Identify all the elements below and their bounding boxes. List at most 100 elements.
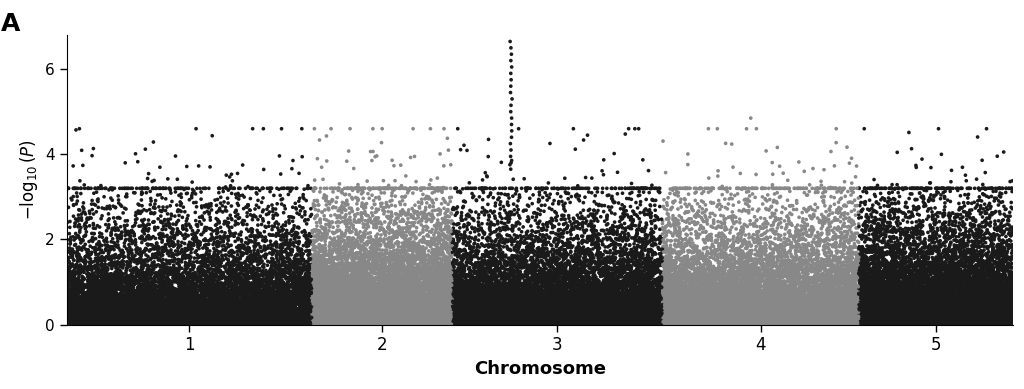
Point (982, 298, 998, 304)
Point (844, 188, 860, 194)
Point (349, 299, 366, 305)
Point (993, 300, 1010, 307)
Point (391, 316, 408, 322)
Point (794, 319, 810, 325)
Point (450, 300, 466, 306)
Point (429, 273, 445, 279)
Point (840, 311, 856, 317)
Point (607, 255, 624, 261)
Point (986, 285, 1002, 291)
Point (116, 223, 132, 229)
Point (543, 301, 559, 307)
Point (410, 316, 426, 322)
Point (979, 302, 995, 308)
Point (188, 308, 205, 314)
Point (821, 281, 838, 287)
Point (812, 312, 828, 318)
Point (310, 305, 327, 312)
Point (541, 268, 557, 274)
Point (196, 304, 212, 310)
Point (754, 316, 770, 322)
Point (166, 303, 182, 310)
Point (469, 293, 485, 300)
Point (905, 303, 922, 309)
Point (166, 303, 182, 310)
Point (374, 294, 390, 301)
Point (500, 212, 516, 218)
Point (958, 316, 975, 322)
Point (298, 321, 314, 327)
Point (370, 251, 386, 258)
Point (577, 318, 593, 324)
Point (255, 297, 271, 303)
Point (671, 268, 687, 275)
Point (270, 319, 287, 326)
Point (251, 290, 267, 296)
Point (885, 311, 901, 317)
Point (463, 321, 479, 327)
Point (131, 279, 147, 285)
Point (751, 284, 767, 291)
Point (668, 302, 684, 308)
Point (368, 315, 384, 321)
Point (439, 243, 456, 249)
Point (370, 319, 386, 325)
Point (930, 258, 946, 264)
Point (706, 320, 722, 326)
Point (154, 195, 170, 201)
Point (313, 236, 330, 242)
Point (104, 283, 121, 289)
Point (417, 313, 433, 319)
Point (655, 317, 672, 323)
Point (604, 291, 621, 297)
Point (790, 307, 806, 313)
Point (992, 312, 1009, 318)
Point (900, 266, 916, 273)
Point (616, 320, 633, 326)
Point (83, 321, 99, 328)
Point (469, 254, 485, 260)
Point (284, 308, 300, 315)
Point (541, 318, 557, 324)
Point (294, 205, 310, 211)
Point (230, 273, 247, 279)
Point (227, 308, 244, 314)
Point (741, 308, 758, 314)
Point (657, 278, 674, 284)
Point (642, 320, 658, 326)
Point (513, 288, 529, 294)
Point (99, 297, 116, 303)
Point (152, 287, 168, 293)
Point (430, 269, 446, 275)
Point (224, 291, 241, 297)
Point (962, 309, 978, 315)
Point (515, 295, 531, 301)
Point (882, 310, 898, 316)
Point (290, 270, 306, 276)
Point (95, 321, 112, 327)
Point (203, 319, 219, 325)
Point (971, 314, 987, 320)
Point (285, 297, 301, 303)
Point (194, 281, 210, 287)
Point (666, 219, 682, 225)
Point (336, 319, 352, 325)
Point (95, 321, 112, 327)
Point (216, 309, 232, 315)
Point (790, 303, 806, 309)
Point (634, 297, 650, 303)
Point (498, 317, 514, 324)
Point (186, 290, 203, 296)
Point (708, 295, 724, 301)
Point (755, 318, 771, 324)
Point (707, 317, 723, 323)
Point (623, 294, 639, 300)
Point (642, 276, 658, 282)
Point (252, 321, 268, 327)
Point (728, 251, 744, 258)
Point (791, 291, 807, 297)
Point (324, 298, 340, 304)
Point (664, 285, 680, 291)
Point (523, 265, 540, 271)
Point (664, 310, 680, 316)
